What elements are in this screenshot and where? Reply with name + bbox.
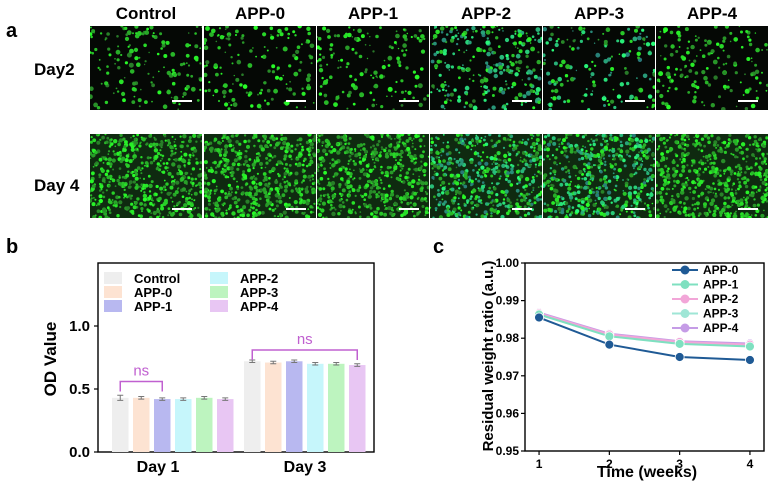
panel-c-letter: c bbox=[433, 236, 445, 258]
error-bar bbox=[180, 397, 187, 401]
micrograph-day-4-app-4 bbox=[656, 134, 768, 218]
micrograph-day2-app-2 bbox=[430, 26, 542, 110]
bar-app-3-day-1 bbox=[196, 397, 213, 452]
bar-chart-y-axis-label: OD Value bbox=[41, 322, 60, 397]
scale-bar bbox=[399, 100, 419, 102]
bar-app-3-day-3 bbox=[328, 363, 345, 452]
legend-swatch-app-4 bbox=[210, 300, 228, 312]
micrograph-day2-app-1 bbox=[317, 26, 429, 110]
bar-control-day-3 bbox=[244, 361, 261, 452]
legend-label-control: Control bbox=[134, 271, 180, 286]
micrograph-texture bbox=[543, 26, 655, 110]
bar-chart-category-day1: Day 1 bbox=[137, 459, 180, 476]
bar-chart-category-day3: Day 3 bbox=[284, 459, 327, 476]
error-bar bbox=[117, 394, 124, 401]
error-bar bbox=[270, 360, 277, 365]
micrograph-day-4-app-2 bbox=[430, 134, 542, 218]
scale-bar bbox=[286, 208, 306, 210]
micrograph-day-4-control bbox=[90, 134, 202, 218]
scale-bar bbox=[625, 100, 645, 102]
scale-bar bbox=[625, 208, 645, 210]
error-bar bbox=[291, 359, 298, 364]
micrograph-texture bbox=[204, 134, 316, 218]
scale-bar bbox=[512, 208, 532, 210]
micrograph-texture bbox=[543, 134, 655, 218]
micrograph-texture bbox=[317, 134, 429, 218]
scale-bar bbox=[286, 100, 306, 102]
bar-app-4-day-1 bbox=[217, 399, 234, 452]
legend-label-app-0: APP-0 bbox=[134, 285, 172, 300]
legend-swatch-app-3 bbox=[210, 286, 228, 298]
legend-label-app-2: APP-2 bbox=[240, 271, 278, 286]
micrograph-texture bbox=[204, 26, 315, 110]
micrograph-day-4-app-1 bbox=[317, 134, 429, 218]
micrograph-day-4-app-3 bbox=[543, 134, 655, 218]
column-label-control: Control bbox=[115, 4, 177, 23]
scale-bar bbox=[512, 100, 532, 102]
scale-bar bbox=[738, 208, 758, 210]
micrograph-texture bbox=[90, 134, 202, 218]
column-label-app-2: APP-2 bbox=[460, 4, 512, 23]
bar-app-2-day-1 bbox=[175, 399, 192, 452]
error-bar bbox=[138, 396, 145, 400]
error-bar bbox=[201, 396, 208, 400]
micrograph-day2-app-3 bbox=[543, 26, 655, 110]
significance-label: ns bbox=[133, 362, 149, 379]
error-bar bbox=[312, 362, 319, 366]
bar-app-1-day-1 bbox=[154, 399, 171, 452]
row-label-day4: Day 4 bbox=[34, 176, 80, 195]
scale-bar bbox=[399, 208, 419, 210]
significance-bracket bbox=[251, 349, 358, 360]
legend-swatch-app-2 bbox=[210, 272, 228, 284]
legend-label-app-4: APP-4 bbox=[240, 299, 279, 314]
micrograph-day-4-app-0 bbox=[204, 134, 316, 218]
legend-label-app-1: APP-1 bbox=[134, 299, 172, 314]
legend-swatch-app-0 bbox=[104, 286, 122, 298]
bar-chart-y-tick-label: 0.0 bbox=[69, 444, 90, 461]
column-label-app-1: APP-1 bbox=[347, 4, 399, 23]
error-bar bbox=[354, 363, 361, 367]
micrograph-day2-app-0 bbox=[204, 26, 316, 110]
error-bar bbox=[333, 362, 340, 366]
bar-chart-frame bbox=[97, 262, 375, 453]
significance-label: ns bbox=[297, 331, 313, 348]
bar-app-4-day-3 bbox=[349, 365, 366, 452]
bar-control-day-1 bbox=[112, 397, 129, 452]
micrograph-texture bbox=[656, 26, 768, 110]
micrograph-texture bbox=[430, 26, 542, 110]
micrograph-texture bbox=[90, 26, 202, 110]
row-label-day2: Day2 bbox=[34, 60, 75, 79]
legend-swatch-app-1 bbox=[104, 300, 122, 312]
error-bar bbox=[159, 397, 166, 401]
panel-a-letter: a bbox=[6, 20, 18, 42]
bar-app-2-day-3 bbox=[307, 363, 324, 452]
error-bar bbox=[222, 397, 229, 401]
column-label-app-4: APP-4 bbox=[686, 4, 738, 23]
micrograph-day2-app-4 bbox=[656, 26, 768, 110]
micrograph-texture bbox=[430, 134, 542, 218]
micrograph-texture bbox=[656, 134, 768, 218]
scale-bar bbox=[172, 100, 192, 102]
legend-label-app-3: APP-3 bbox=[240, 285, 278, 300]
column-label-app-3: APP-3 bbox=[573, 4, 625, 23]
bar-app-1-day-3 bbox=[286, 361, 303, 452]
micrograph-day2-control bbox=[90, 26, 202, 110]
bar-chart-y-tick-label: 1.0 bbox=[69, 318, 90, 335]
bar-app-0-day-1 bbox=[133, 397, 150, 452]
column-label-app-0: APP-0 bbox=[234, 4, 286, 23]
scale-bar bbox=[738, 100, 758, 102]
legend-swatch-control bbox=[104, 272, 122, 284]
bar-app-0-day-3 bbox=[265, 362, 282, 452]
panel-b-letter: b bbox=[6, 236, 19, 258]
significance-bracket bbox=[119, 380, 163, 392]
error-bar bbox=[249, 359, 256, 364]
bar-chart-y-tick-label: 0.5 bbox=[69, 381, 90, 398]
micrograph-texture bbox=[317, 26, 429, 110]
scale-bar bbox=[172, 208, 192, 210]
